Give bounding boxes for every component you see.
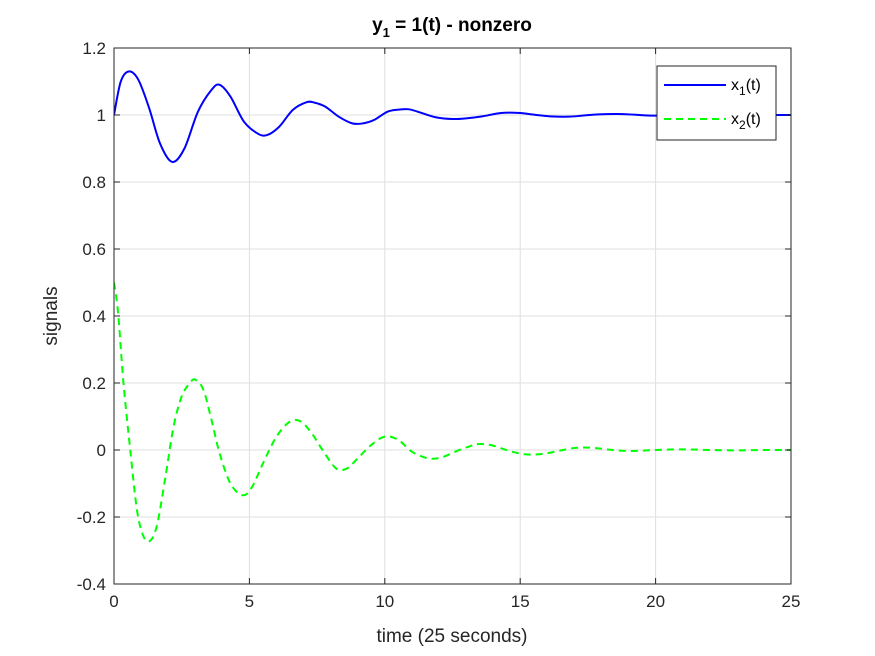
y-tick-label: 1 xyxy=(97,106,106,125)
tick-marks xyxy=(113,47,792,585)
y-tick-label: 1.2 xyxy=(82,39,106,58)
chart-title: y1 = 1(t) - nonzero xyxy=(372,15,532,40)
series-layer xyxy=(114,70,791,543)
y-axis-label: signals xyxy=(41,286,62,345)
x-axis-label: time (25 seconds) xyxy=(376,626,527,647)
x-tick-label: 20 xyxy=(646,592,665,611)
y-tick-label: 0.8 xyxy=(82,173,106,192)
y-tick-label: 0.4 xyxy=(82,307,106,326)
x-tick-label: 25 xyxy=(782,592,801,611)
y-tick-label: 0.2 xyxy=(82,374,106,393)
tick-labels: 0 5 10 15 20 25 -0.4 -0.2 0 0.2 0.4 0.6 0.8 1 1.2 xyxy=(77,39,801,611)
x-tick-label: 5 xyxy=(245,592,254,611)
y-tick-label: -0.2 xyxy=(77,508,106,527)
x-tick-label: 10 xyxy=(375,592,394,611)
x-tick-label: 0 xyxy=(109,592,118,611)
legend: x1(t) x2(t) xyxy=(656,65,777,141)
series-line-x1 xyxy=(114,70,791,163)
legend-box xyxy=(656,65,777,141)
legend-label-x2: x2(t) xyxy=(731,111,761,132)
y-tick-label: 0.6 xyxy=(82,240,106,259)
y-tick-label: -0.4 xyxy=(77,575,106,594)
y-tick-label: 0 xyxy=(97,441,106,460)
x-tick-label: 15 xyxy=(511,592,530,611)
legend-label-x1: x1(t) xyxy=(731,77,761,98)
